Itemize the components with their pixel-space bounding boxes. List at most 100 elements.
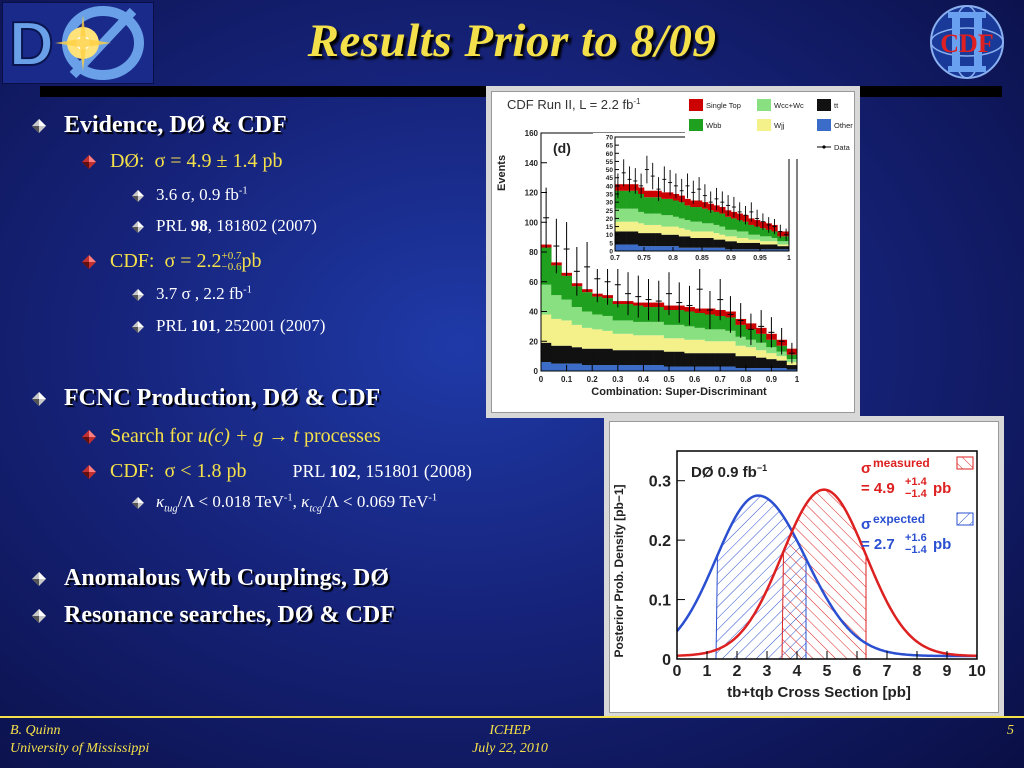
cdf-sig-exp: -1 [243, 284, 252, 296]
d0-xtick-label: 2 [733, 663, 742, 680]
cdf-inset-bar [673, 226, 680, 235]
cdf-inset-bar [678, 236, 685, 248]
cdf-inset-bar [696, 231, 703, 238]
cdf-inset-bar [736, 237, 743, 243]
cdf-inset-bar [649, 190, 656, 198]
cdf-bar-wjj [694, 339, 706, 354]
cdf-inset-bar [649, 246, 656, 251]
kappa-tug-rest: /Λ < 0.018 TeV [177, 492, 284, 511]
cdf-inset-bar [696, 221, 703, 232]
cdf-prl-pre: PRL [156, 316, 191, 335]
cdf-bar-wjj [551, 318, 562, 346]
cdf-bar-tt [735, 356, 747, 369]
cdf2-prl-post: , 151801 (2008) [356, 461, 472, 481]
cdf-prl-vol: 101 [190, 316, 217, 335]
cdf-inset-bar [765, 249, 772, 251]
cdf-bar-other [756, 368, 767, 371]
cdf-bar-wjj [776, 356, 788, 361]
cdf-inset-bar [638, 246, 645, 251]
cdf-bar-wjj [633, 335, 644, 351]
cdf-inset-bar [713, 224, 720, 234]
cdf-inset-bar [638, 223, 645, 234]
cdf-inset-bar [707, 210, 714, 224]
cdf-bar-wcc-wc [612, 320, 624, 334]
footer-affiliation: University of Mississippi [10, 741, 150, 756]
cdf-inset-bar [736, 249, 743, 251]
cdf-stack-plot: CDF Run II, L = 2.2 fb-1 (d) Events Comb… [496, 95, 853, 398]
measured-err-down: −1.4 [905, 488, 928, 500]
cdf-bar-wcc-wc [633, 321, 644, 336]
cdf-inset-bar [725, 229, 732, 237]
bullet-icon [32, 602, 64, 629]
d0-ytick-label: 0.2 [649, 533, 671, 550]
cdf-bar-wcc-wc [602, 315, 613, 331]
cdf-inset-bar [667, 215, 674, 227]
bullet-fcnc: FCNC Production, DØ & CDF [32, 385, 380, 412]
cdf-inset-bar [684, 247, 691, 251]
cdf-bar-wcc-wc [694, 327, 706, 340]
bullet-icon [32, 565, 64, 592]
bullet-icon [82, 425, 110, 448]
cdf-bar-wjj [745, 347, 757, 357]
cdf-bar-wcc-wc [663, 324, 675, 339]
footer-date: July 22, 2010 [472, 741, 548, 756]
d0-ytick-label: 0 [662, 652, 671, 669]
cdf-inset-bar [748, 234, 755, 240]
cdf-inset-bar [661, 226, 668, 235]
bullet-icon [132, 284, 156, 304]
cdf-inset-bar [707, 231, 714, 238]
cdf-inset-bar [696, 247, 703, 251]
d0-xtick-label: 5 [823, 663, 832, 680]
cdf-inset-bar [620, 190, 627, 209]
d0-xtick-label: 1 [703, 663, 712, 680]
bullet-cdf-xsec: CDF: σ = 2.2 +0.7 −0.6 pb [82, 250, 262, 273]
cdf-inset-bar [702, 223, 709, 232]
cdf-inset-bar [713, 239, 720, 248]
expected-unit: pb [933, 536, 951, 553]
bullet-icon [132, 492, 156, 512]
d0-xtick-label: 9 [943, 663, 952, 680]
cdf-prl-post: , 252001 (2007) [216, 316, 326, 335]
cdf-legend-label: tt [834, 101, 839, 110]
cdf-bar-wcc-wc [725, 330, 736, 342]
cdf-inset-bar [638, 233, 645, 247]
cdf-inset-bar [615, 231, 622, 245]
cdf-inset-bar [626, 244, 633, 251]
cdf-bar-wjj [704, 341, 716, 354]
cdf-inset-xtick-label: 0.8 [668, 255, 678, 262]
cdf-inset-bar [760, 236, 767, 242]
cdf-bar-other [735, 368, 747, 371]
measured-sigma: σ [861, 460, 871, 477]
cdf-bar-wcc-wc [551, 295, 562, 319]
expected-legend-swatch [956, 512, 974, 526]
bullet-anomalous-text: Anomalous Wtb Couplings, DØ [64, 565, 389, 591]
cdf-bar-wjj [735, 345, 747, 357]
search-process: u(c) + g → t [197, 425, 299, 447]
cdf-inset-ytick-label: 40 [606, 183, 614, 190]
cdf-inset-bar [765, 244, 772, 250]
cdf-legend-label: Wcc+Wc [774, 101, 804, 110]
d0-xtick-label: 7 [883, 663, 892, 680]
cdf-bar-wjj [663, 338, 675, 352]
cdf-bar-tt [684, 353, 695, 367]
bullet-d0-xsec: DØ: σ = 4.9 ± 1.4 pb [82, 150, 283, 173]
cdf-inset-bar [644, 233, 651, 247]
cdf-inset-xtick-label: 0.95 [753, 255, 767, 262]
bullet-icon [32, 385, 64, 412]
cdf-inset-bar [615, 208, 622, 222]
bullet-icon [132, 316, 156, 336]
cdf-ytick-label: 0 [534, 367, 539, 376]
cdf-inset-bar [655, 224, 662, 234]
footer-page: 5 [990, 722, 1014, 740]
cdf-inset-bar [736, 220, 743, 232]
cdf-legend-swatch [817, 99, 831, 111]
cdf-inset-bar [748, 239, 755, 243]
cdf-inset-bar [742, 242, 749, 250]
kappa-tcg-exp: -1 [428, 492, 438, 504]
cdf-inset-bar [765, 241, 772, 245]
cdf-legend-swatch [689, 119, 703, 131]
cdf-inset-bar [771, 231, 778, 238]
cdf-inset-bar [632, 221, 639, 232]
cdf-inset-bar [655, 246, 662, 251]
cdf-inset-bar [702, 237, 709, 248]
